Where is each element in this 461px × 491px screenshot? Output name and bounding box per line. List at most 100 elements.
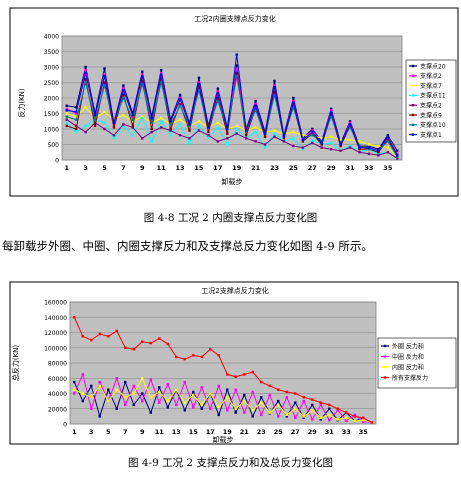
data-point (178, 96, 182, 100)
body-paragraph: 每卸载步外圈、中圈、内圈支撑反力和及支撑总反力变化如图 4-9 所示。 (2, 239, 373, 253)
y-tick-label: 40000 (48, 391, 67, 398)
data-point (131, 115, 135, 118)
data-point (320, 141, 323, 145)
chart-1-title: 工况2内圈支撑点反力变化 (194, 14, 275, 23)
data-point (141, 392, 144, 395)
data-point (149, 341, 152, 345)
data-point (141, 377, 144, 380)
data-point (336, 409, 339, 412)
legend-entry: 支撑点2 (420, 72, 442, 80)
legend-marker (383, 355, 387, 358)
data-point (200, 403, 203, 407)
data-point (132, 384, 135, 388)
data-point (328, 403, 331, 407)
y-tick-label: 80000 (48, 361, 67, 368)
data-point (273, 79, 276, 83)
data-point (141, 75, 144, 78)
data-point (216, 126, 220, 129)
data-point (159, 68, 163, 72)
data-point (73, 316, 76, 319)
data-point (277, 403, 280, 407)
data-point (112, 121, 116, 124)
data-point (301, 147, 305, 151)
data-point (260, 413, 263, 417)
chart-2-legend (377, 337, 457, 389)
data-point (175, 403, 178, 407)
data-point (141, 115, 144, 118)
data-point (183, 380, 186, 384)
data-point (158, 386, 161, 389)
data-point (178, 134, 182, 137)
data-point (192, 393, 195, 397)
data-point (84, 81, 87, 84)
data-point (192, 406, 195, 409)
x-tick-label: 17 (206, 428, 215, 436)
data-point (178, 123, 182, 126)
data-point (254, 126, 257, 129)
data-point (251, 409, 254, 412)
data-point (141, 137, 144, 140)
data-point (175, 388, 178, 391)
data-point (329, 110, 333, 114)
data-point (200, 386, 203, 389)
data-point (207, 137, 210, 140)
data-point (122, 89, 125, 92)
data-point (169, 129, 172, 132)
data-point (122, 84, 125, 87)
data-point (235, 124, 238, 128)
data-point (302, 396, 305, 399)
data-point (122, 93, 125, 97)
data-point (209, 407, 212, 410)
data-point (377, 149, 380, 152)
data-point (320, 143, 323, 146)
data-point (132, 392, 135, 395)
data-point (98, 332, 101, 336)
data-point (294, 416, 297, 420)
data-point (362, 416, 365, 420)
data-point (166, 383, 169, 386)
data-point (103, 84, 106, 87)
data-point (115, 329, 118, 333)
data-point (336, 418, 339, 421)
data-point (115, 388, 118, 391)
data-point (158, 337, 161, 340)
data-point (277, 399, 280, 403)
data-point (235, 67, 238, 70)
data-point (188, 137, 191, 140)
data-point (216, 99, 220, 103)
data-point (386, 138, 390, 142)
x-tick-label: 31 (346, 164, 356, 172)
x-tick-label: 19 (223, 428, 233, 436)
data-point (166, 406, 169, 409)
data-point (141, 82, 144, 86)
data-point (131, 113, 135, 117)
data-point (65, 107, 68, 111)
legend-entry: 支撑点10 (420, 121, 446, 129)
data-point (131, 118, 135, 121)
x-tick-label: 3 (83, 164, 88, 172)
data-point (217, 384, 220, 388)
x-tick-label: 17 (213, 164, 222, 172)
data-point (348, 121, 352, 124)
figure-2-caption: 图 4-9 工况 2 支撑点反力和及总反力变化图 (128, 457, 333, 469)
data-point (216, 121, 220, 124)
data-point (103, 75, 106, 78)
data-point (273, 129, 276, 132)
data-point (345, 416, 348, 420)
data-point (358, 146, 361, 149)
y-tick-label: 20000 (48, 406, 67, 413)
data-point (251, 415, 254, 418)
data-point (200, 407, 203, 410)
data-point (386, 151, 390, 154)
data-point (377, 151, 380, 154)
data-point (367, 143, 371, 146)
data-point (217, 354, 220, 357)
data-point (311, 138, 314, 142)
data-point (150, 121, 153, 124)
data-point (251, 370, 254, 374)
data-point (319, 401, 322, 404)
data-point (235, 75, 238, 78)
data-point (328, 418, 331, 422)
data-point (329, 113, 333, 117)
y-tick-label: 1000 (44, 127, 59, 134)
